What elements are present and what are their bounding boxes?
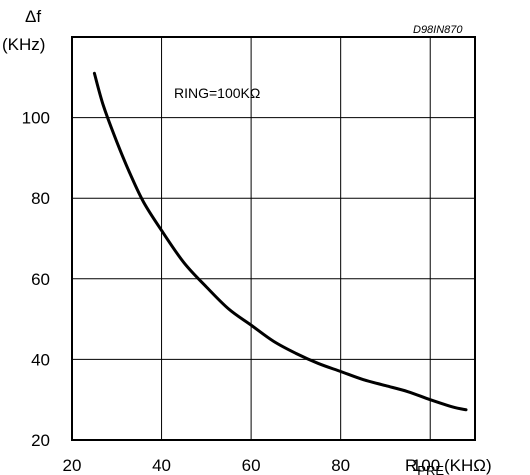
x-tick-label: 80 bbox=[331, 456, 350, 475]
x-axis-label-unit: (KHΩ) bbox=[444, 456, 492, 475]
x-tick-label: 100 bbox=[412, 456, 440, 475]
y-axis-symbol: Δf bbox=[25, 7, 41, 26]
x-tick-label: 40 bbox=[152, 456, 171, 475]
grid-lines bbox=[72, 37, 475, 440]
x-axis-label: RPRE(KHΩ) bbox=[405, 456, 492, 475]
y-tick-label: 60 bbox=[31, 270, 50, 289]
x-axis-label-subscript: PRE bbox=[417, 463, 444, 475]
tick-labels: 20 40 60 80 100 20 40 60 80 100 bbox=[22, 109, 441, 475]
x-tick-label: 60 bbox=[242, 456, 261, 475]
y-tick-label: 80 bbox=[31, 189, 50, 208]
y-tick-label: 100 bbox=[22, 109, 50, 128]
ring-annotation: RING=100KΩ bbox=[174, 85, 260, 101]
y-tick-label: 20 bbox=[31, 431, 50, 450]
series-line bbox=[92, 71, 468, 412]
series-layer bbox=[92, 71, 468, 412]
y-axis-unit: (KHz) bbox=[2, 35, 45, 54]
plot-frame bbox=[71, 36, 476, 441]
x-tick-label: 20 bbox=[63, 456, 82, 475]
y-tick-label: 40 bbox=[31, 350, 50, 369]
x-axis-label-main: R bbox=[405, 456, 417, 475]
document-code: D98IN870 bbox=[413, 24, 463, 36]
